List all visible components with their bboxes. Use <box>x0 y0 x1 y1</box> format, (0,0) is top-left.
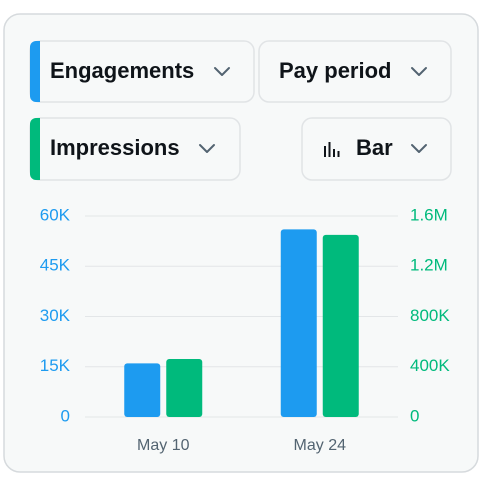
metric-dropdown-1[interactable]: Engagements <box>29 40 255 103</box>
y-tick-label: 60K <box>40 205 71 224</box>
series-accent <box>30 118 40 180</box>
metric-dropdown-2[interactable]: Impressions <box>29 117 241 181</box>
chevron <box>411 144 427 153</box>
x-tick-label: May 24 <box>294 437 347 454</box>
x-tick-label: May 10 <box>137 437 190 454</box>
bar-icon <box>324 142 340 157</box>
dropdown-box <box>258 40 452 103</box>
bar <box>166 358 203 417</box>
bar <box>322 234 359 417</box>
y-tick-label: 15K <box>40 356 71 375</box>
dropdown-label: Bar <box>356 135 393 160</box>
chevron <box>199 144 215 153</box>
y-tick-label: 30K <box>40 306 71 325</box>
y-tick-label: 0 <box>61 406 70 425</box>
dropdown-box <box>301 117 452 181</box>
y2-tick-label: 800K <box>410 306 450 325</box>
chevron <box>411 67 427 76</box>
chevron <box>214 67 230 76</box>
y2-tick-label: 400K <box>410 356 450 375</box>
chart-type-dropdown[interactable]: Bar <box>301 117 452 181</box>
bar <box>124 363 161 417</box>
series-accent <box>30 41 40 102</box>
dropdown-label: Pay period <box>279 58 391 83</box>
period-dropdown[interactable]: Pay period <box>258 40 452 103</box>
y2-tick-label: 1.6M <box>410 205 448 224</box>
y-tick-label: 45K <box>40 256 71 275</box>
y2-tick-label: 1.2M <box>410 256 448 275</box>
bar <box>280 229 317 417</box>
dropdown-label: Impressions <box>50 135 180 160</box>
chart: 0 15K 30K 45K 60K 0 400K 800K 1.2M 1.6M May 10 May … <box>40 205 451 454</box>
dropdown-label: Engagements <box>50 58 194 83</box>
y2-tick-label: 0 <box>410 406 419 425</box>
